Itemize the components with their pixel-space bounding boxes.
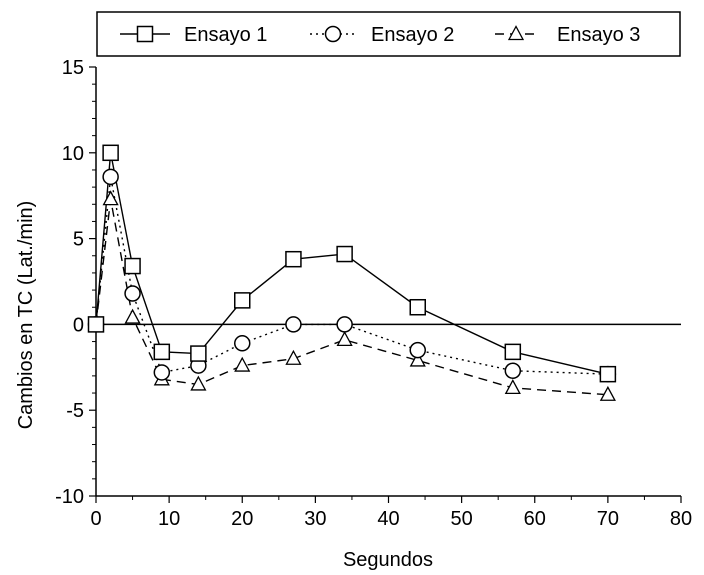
data-point [336,330,353,346]
series-line [95,199,608,396]
data-point [285,250,302,268]
x-tick-label: 0 [90,508,101,530]
x-tick-label: 10 [158,508,180,530]
data-point [102,190,119,206]
data-point [234,335,251,352]
legend-marker [507,25,525,41]
legend-box [96,11,681,57]
y-tick-label: -10 [55,486,84,508]
data-point [285,349,302,365]
y-tick-label: 0 [73,314,84,336]
data-point [234,356,251,372]
data-point [504,343,522,361]
data-point [599,385,616,401]
data-point [234,292,251,309]
data-point [124,308,141,324]
data-point [599,365,617,383]
data-point [102,144,119,162]
series-line [95,152,609,375]
x-tick-label: 70 [597,508,619,530]
x-axis-label: Segundos [343,549,433,571]
data-point [102,168,119,186]
legend-label: Ensayo 1 [184,24,267,46]
y-tick-label: 15 [62,57,84,79]
data-point [190,345,207,362]
data-point [336,245,353,263]
y-axis-label: Cambios en TC (Lat./min) [15,201,37,430]
x-tick-label: 60 [524,508,546,530]
data-point [124,285,141,302]
data-point [190,375,207,391]
legend-label: Ensayo 2 [371,24,454,46]
data-point [153,364,171,381]
data-point [124,257,141,275]
data-point [285,316,302,333]
data-point [336,316,353,333]
legend-label: Ensayo 3 [557,24,640,46]
x-tick-label: 20 [231,508,253,530]
x-tick-label: 40 [377,508,399,530]
data-point [409,341,426,359]
x-tick-label: 80 [670,508,692,530]
y-tick-label: 5 [73,229,84,251]
data-point [504,379,521,395]
series-layer [87,144,617,401]
legend-marker [324,25,342,43]
x-tick-label: 50 [451,508,473,530]
axes: 0 10 20 30 40 50 60 70 80 -10 -5 0 5 10 15 [55,57,692,530]
data-point [409,351,426,367]
y-tick-label: 10 [62,143,84,165]
data-point [409,298,426,316]
legend-marker [136,25,154,43]
y-tick-label: -5 [66,400,84,422]
data-point [153,343,171,361]
data-point [504,362,522,379]
legend: Ensayo 1 Ensayo 2 Ensayo 3 [96,11,681,57]
data-point [87,316,105,333]
x-tick-label: 30 [304,508,326,530]
